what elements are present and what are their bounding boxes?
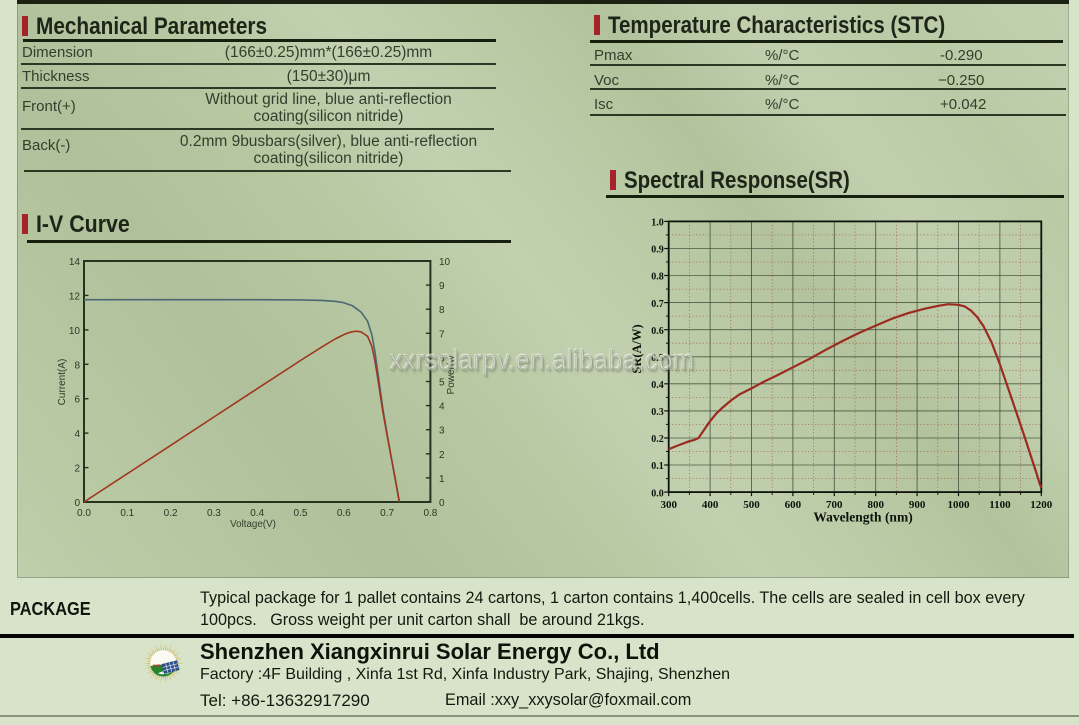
svg-text:SR(A/W): SR(A/W) (630, 324, 644, 373)
svg-text:2: 2 (439, 450, 445, 461)
svg-text:500: 500 (743, 499, 760, 511)
svg-text:0.7: 0.7 (651, 299, 664, 310)
svg-text:10: 10 (439, 257, 451, 268)
svg-text:1.0: 1.0 (651, 218, 664, 229)
svg-text:2: 2 (74, 464, 80, 475)
svg-text:0.4: 0.4 (651, 380, 664, 391)
svg-text:0.8: 0.8 (423, 508, 437, 519)
svg-text:Voltage(V): Voltage(V) (230, 519, 276, 530)
svg-text:0.3: 0.3 (651, 407, 664, 418)
svg-text:5: 5 (439, 378, 445, 389)
svg-text:0.4: 0.4 (250, 508, 264, 519)
svg-text:4: 4 (74, 429, 80, 440)
svg-text:0.1: 0.1 (120, 508, 134, 519)
svg-text:Power(w: Power(w (446, 355, 457, 395)
svg-text:9: 9 (439, 281, 445, 292)
svg-text:900: 900 (909, 499, 926, 511)
svg-text:10: 10 (69, 326, 81, 337)
svg-text:1200: 1200 (1030, 499, 1053, 511)
svg-text:1000: 1000 (948, 499, 971, 511)
svg-text:0.3: 0.3 (207, 508, 221, 519)
svg-text:300: 300 (660, 499, 677, 511)
svg-text:0.0: 0.0 (77, 508, 91, 519)
svg-text:8: 8 (439, 305, 445, 316)
svg-text:0.2: 0.2 (651, 434, 664, 445)
svg-text:4: 4 (439, 402, 445, 413)
svg-text:0.2: 0.2 (164, 508, 178, 519)
svg-text:3: 3 (439, 426, 445, 437)
svg-text:0.1: 0.1 (651, 461, 664, 472)
svg-text:0.6: 0.6 (337, 508, 351, 519)
svg-text:1: 1 (439, 474, 445, 485)
svg-text:0.6: 0.6 (651, 326, 664, 337)
svg-text:8: 8 (74, 360, 80, 371)
svg-text:0.8: 0.8 (651, 272, 664, 283)
svg-text:800: 800 (867, 499, 884, 511)
svg-text:Wavelength (nm): Wavelength (nm) (813, 510, 912, 525)
svg-text:0: 0 (439, 498, 445, 509)
svg-text:7: 7 (439, 329, 445, 340)
svg-text:12: 12 (69, 291, 81, 302)
svg-text:14: 14 (69, 257, 81, 268)
svg-text:0.9: 0.9 (651, 245, 664, 256)
svg-text:0.5: 0.5 (651, 353, 664, 364)
svg-text:6: 6 (439, 353, 445, 364)
svg-text:400: 400 (702, 499, 719, 511)
svg-text:6: 6 (74, 395, 80, 406)
svg-text:1100: 1100 (989, 499, 1011, 511)
svg-text:Current(A): Current(A) (57, 359, 68, 406)
svg-text:0.7: 0.7 (380, 508, 394, 519)
svg-text:0.5: 0.5 (294, 508, 308, 519)
svg-text:600: 600 (785, 499, 802, 511)
svg-text:XXR: XXR (153, 663, 161, 668)
svg-text:0.0: 0.0 (651, 488, 664, 499)
svg-text:0: 0 (74, 498, 80, 509)
svg-text:700: 700 (826, 499, 843, 511)
